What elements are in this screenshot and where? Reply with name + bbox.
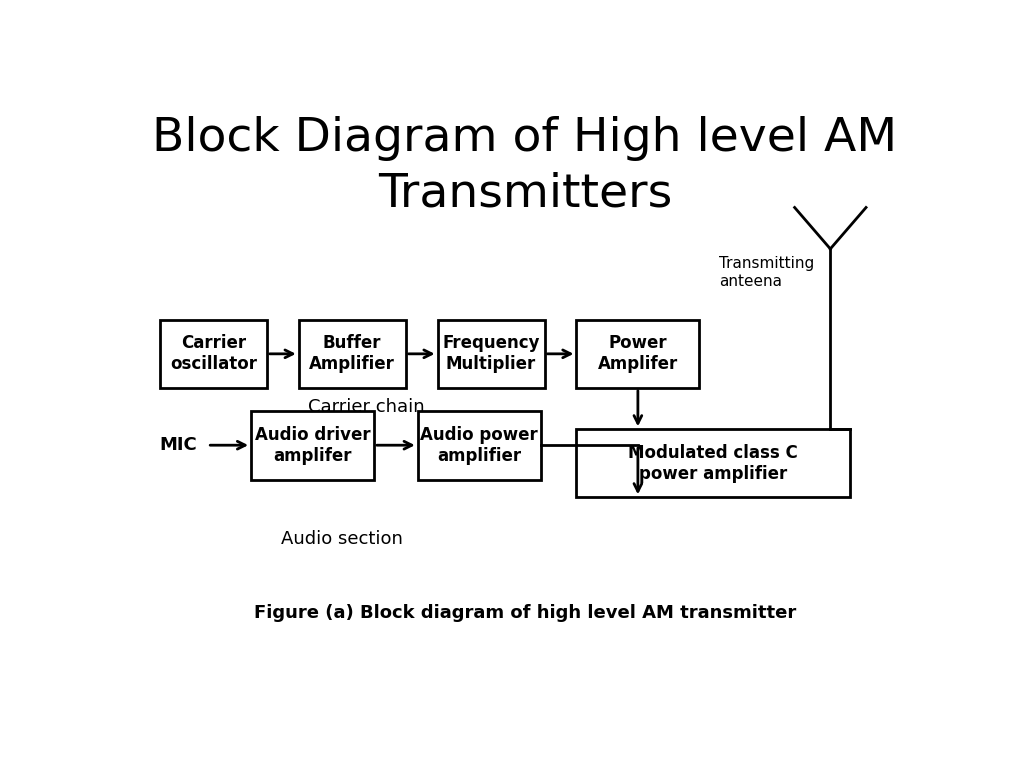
FancyBboxPatch shape — [577, 429, 850, 497]
FancyBboxPatch shape — [251, 412, 374, 479]
Text: Figure (a) Block diagram of high level AM transmitter: Figure (a) Block diagram of high level A… — [254, 604, 796, 621]
Text: Buffer
Amplifier: Buffer Amplifier — [309, 334, 395, 373]
Text: Audio section: Audio section — [282, 530, 403, 548]
FancyBboxPatch shape — [160, 319, 267, 388]
Text: MIC: MIC — [160, 436, 198, 454]
FancyBboxPatch shape — [437, 319, 545, 388]
FancyBboxPatch shape — [418, 412, 541, 479]
Text: Carrier chain: Carrier chain — [308, 398, 424, 415]
Text: Transmitting
anteena: Transmitting anteena — [719, 257, 814, 289]
Text: Power
Amplifer: Power Amplifer — [598, 334, 678, 373]
Text: Audio driver
amplifer: Audio driver amplifer — [255, 426, 371, 465]
FancyBboxPatch shape — [577, 319, 699, 388]
Text: Modulated class C
power amplifier: Modulated class C power amplifier — [629, 444, 798, 482]
FancyBboxPatch shape — [299, 319, 406, 388]
Text: Carrier
oscillator: Carrier oscillator — [170, 334, 257, 373]
Text: Audio power
amplifier: Audio power amplifier — [420, 426, 538, 465]
Text: Block Diagram of High level AM
Transmitters: Block Diagram of High level AM Transmitt… — [153, 116, 897, 217]
Text: Frequency
Multiplier: Frequency Multiplier — [442, 334, 540, 373]
